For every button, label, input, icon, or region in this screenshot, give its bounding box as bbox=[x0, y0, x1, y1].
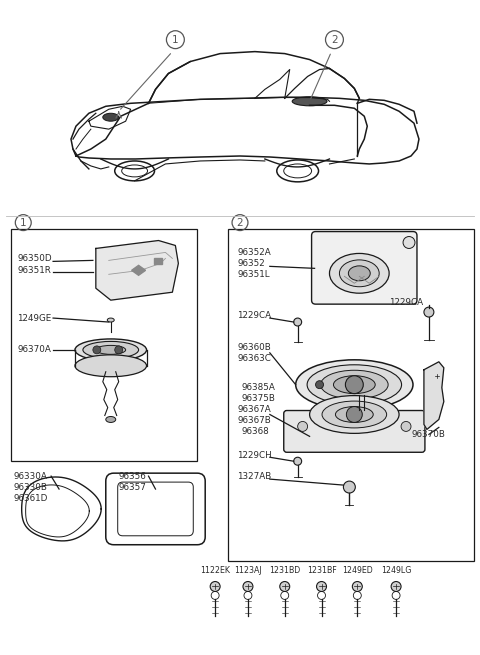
Ellipse shape bbox=[307, 365, 402, 405]
Ellipse shape bbox=[310, 396, 399, 434]
Ellipse shape bbox=[103, 113, 119, 121]
Ellipse shape bbox=[83, 341, 139, 358]
Circle shape bbox=[316, 582, 326, 591]
Text: 96361D: 96361D bbox=[13, 493, 48, 502]
Text: 1231BD: 1231BD bbox=[269, 566, 300, 575]
Polygon shape bbox=[155, 259, 162, 265]
Text: 96330B: 96330B bbox=[13, 483, 47, 491]
Text: 2: 2 bbox=[331, 35, 338, 45]
Text: 2: 2 bbox=[237, 217, 243, 227]
Text: 96351R: 96351R bbox=[17, 266, 51, 275]
Text: 1229CA: 1229CA bbox=[389, 297, 423, 307]
Circle shape bbox=[315, 381, 324, 388]
Circle shape bbox=[352, 582, 362, 591]
Circle shape bbox=[294, 457, 301, 465]
Circle shape bbox=[391, 582, 401, 591]
Text: 1122EK: 1122EK bbox=[200, 566, 230, 575]
Text: 96330A: 96330A bbox=[13, 472, 47, 481]
Circle shape bbox=[401, 421, 411, 432]
Circle shape bbox=[346, 376, 363, 394]
Text: 1: 1 bbox=[172, 35, 179, 45]
Ellipse shape bbox=[334, 376, 375, 394]
Text: 96351L: 96351L bbox=[237, 270, 270, 279]
Circle shape bbox=[115, 346, 123, 354]
Text: 96357: 96357 bbox=[119, 483, 146, 491]
Ellipse shape bbox=[96, 345, 126, 354]
Text: 1327AB: 1327AB bbox=[237, 472, 271, 481]
Ellipse shape bbox=[296, 360, 413, 409]
Circle shape bbox=[343, 481, 355, 493]
Text: 96370A: 96370A bbox=[17, 345, 51, 354]
Circle shape bbox=[210, 582, 220, 591]
Ellipse shape bbox=[75, 339, 146, 361]
FancyBboxPatch shape bbox=[284, 411, 425, 452]
Ellipse shape bbox=[329, 253, 389, 293]
Text: 96352: 96352 bbox=[237, 259, 265, 268]
Text: 96375B: 96375B bbox=[242, 394, 276, 403]
Text: 96368: 96368 bbox=[242, 427, 270, 436]
Text: 96370B: 96370B bbox=[412, 430, 446, 439]
Text: 96352A: 96352A bbox=[237, 248, 271, 257]
Ellipse shape bbox=[339, 260, 379, 287]
Circle shape bbox=[280, 582, 290, 591]
Circle shape bbox=[243, 582, 253, 591]
Text: 1229CA: 1229CA bbox=[237, 310, 271, 320]
Text: 1123AJ: 1123AJ bbox=[234, 566, 262, 575]
Text: 1229CH: 1229CH bbox=[237, 451, 272, 460]
Ellipse shape bbox=[322, 401, 387, 428]
Circle shape bbox=[424, 307, 434, 317]
Ellipse shape bbox=[292, 97, 327, 106]
Text: 96367B: 96367B bbox=[237, 416, 271, 425]
Circle shape bbox=[403, 236, 415, 248]
Text: 96367A: 96367A bbox=[237, 405, 271, 414]
Ellipse shape bbox=[107, 318, 114, 322]
Circle shape bbox=[432, 371, 442, 381]
Ellipse shape bbox=[348, 266, 370, 281]
Text: 1: 1 bbox=[20, 217, 26, 227]
Ellipse shape bbox=[321, 370, 388, 399]
Bar bbox=[12, 229, 197, 461]
Text: 96363C: 96363C bbox=[237, 354, 271, 364]
Ellipse shape bbox=[75, 355, 146, 377]
Text: 1249GE: 1249GE bbox=[17, 314, 51, 322]
Text: 1249LG: 1249LG bbox=[381, 566, 411, 575]
Text: 1249ED: 1249ED bbox=[342, 566, 372, 575]
Text: 96385A: 96385A bbox=[242, 383, 276, 392]
Circle shape bbox=[294, 318, 301, 326]
Ellipse shape bbox=[106, 417, 116, 422]
Polygon shape bbox=[132, 265, 145, 275]
Circle shape bbox=[347, 407, 362, 422]
Text: 96356: 96356 bbox=[119, 472, 146, 481]
Bar bbox=[228, 229, 474, 561]
Polygon shape bbox=[424, 362, 444, 430]
Polygon shape bbox=[96, 240, 179, 300]
Circle shape bbox=[298, 421, 308, 432]
Ellipse shape bbox=[336, 407, 373, 422]
Circle shape bbox=[93, 346, 101, 354]
Text: 96360B: 96360B bbox=[237, 343, 271, 352]
Text: 1231BF: 1231BF bbox=[307, 566, 336, 575]
FancyBboxPatch shape bbox=[312, 232, 417, 304]
Text: 96350D: 96350D bbox=[17, 254, 52, 263]
